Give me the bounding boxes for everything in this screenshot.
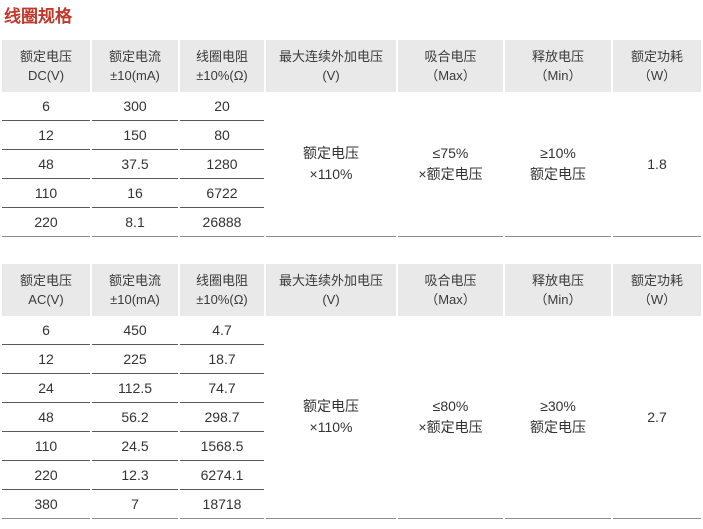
ac-header-max-applied-voltage: 最大连续外加电压 (V) — [266, 264, 396, 316]
dc-row-220v: 220 8.1 26888 — [2, 208, 701, 237]
data-cell: 18718 — [180, 490, 264, 519]
data-cell: 56.2 — [92, 403, 178, 432]
page-title: 线圈规格 — [4, 7, 72, 26]
dc-header-rated-power: 额定功耗 （W） — [613, 40, 701, 92]
ac-coil-spec-table: 额定电压 AC(V) 额定电流 ±10(mA) 线圈电阻 ±10%(Ω) 最大连续外加… — [0, 264, 703, 519]
data-cell: 80 — [180, 121, 264, 150]
ac-row-380v: 380 7 18718 — [2, 490, 701, 519]
ac-header-rated-power: 额定功耗 （W） — [613, 264, 701, 316]
dc-header-max-applied-voltage: 最大连续外加电压 (V) — [266, 40, 396, 92]
data-cell: 1280 — [180, 150, 264, 179]
data-cell: 6 — [2, 316, 90, 345]
ac-max-applied-voltage-cell: 额定电压 ×110% — [266, 316, 396, 519]
dc-header-rated-voltage: 额定电压 DC(V) — [2, 40, 90, 92]
ac-row-220v: 220 12.3 6274.1 — [2, 461, 701, 490]
data-cell: 450 — [92, 316, 178, 345]
dc-coil-spec-table: 额定电压 DC(V) 额定电流 ±10(mA) 线圈电阻 ±10%(Ω) 最大连续外加… — [0, 40, 703, 237]
data-cell: 6722 — [180, 179, 264, 208]
ac-header-coil-resistance: 线圈电阻 ±10%(Ω) — [180, 264, 264, 316]
ac-row-12v: 12 225 18.7 — [2, 345, 701, 374]
data-cell: 8.1 — [92, 208, 178, 237]
data-cell: 12 — [2, 345, 90, 374]
ac-header-rated-voltage: 额定电压 AC(V) — [2, 264, 90, 316]
data-cell: 6 — [2, 92, 90, 121]
data-cell: 7 — [92, 490, 178, 519]
data-cell: 24 — [2, 374, 90, 403]
data-cell: 220 — [2, 461, 90, 490]
data-cell: 12.3 — [92, 461, 178, 490]
data-cell: 18.7 — [180, 345, 264, 374]
data-cell: 16 — [92, 179, 178, 208]
ac-dropout-voltage-cell: ≥30% 额定电压 — [505, 316, 611, 519]
data-cell: 220 — [2, 208, 90, 237]
data-cell: 300 — [92, 92, 178, 121]
data-cell: 380 — [2, 490, 90, 519]
data-cell: 110 — [2, 179, 90, 208]
dc-header-pickup-voltage: 吸合电压 （Max） — [398, 40, 503, 92]
data-cell: 298.7 — [180, 403, 264, 432]
data-cell: 48 — [2, 150, 90, 179]
data-cell: 74.7 — [180, 374, 264, 403]
ac-header-row: 额定电压 AC(V) 额定电流 ±10(mA) 线圈电阻 ±10%(Ω) 最大连续外加… — [2, 264, 701, 316]
data-cell: 112.5 — [92, 374, 178, 403]
data-cell: 4.7 — [180, 316, 264, 345]
dc-header-rated-current: 额定电流 ±10(mA) — [92, 40, 178, 92]
dc-dropout-voltage-cell: ≥10% 额定电压 — [505, 92, 611, 237]
ac-row-6v: 6 450 4.7 额定电压 ×110% ≤80% ×额定电压 ≥30% 额定电压 2… — [2, 316, 701, 519]
dc-rated-power-cell: 1.8 — [613, 92, 701, 237]
data-cell: 26888 — [180, 208, 264, 237]
dc-row-12v: 12 150 80 — [2, 121, 701, 150]
ac-row-24v: 24 112.5 74.7 — [2, 374, 701, 403]
ac-row-110v: 110 24.5 1568.5 — [2, 432, 701, 461]
dc-pickup-voltage-cell: ≤75% ×额定电压 — [398, 92, 503, 237]
ac-rated-power-cell: 2.7 — [613, 316, 701, 519]
ac-header-dropout-voltage: 释放电压 （Min） — [505, 264, 611, 316]
ac-pickup-voltage-cell: ≤80% ×额定电压 — [398, 316, 503, 519]
dc-row-48v: 48 37.5 1280 — [2, 150, 701, 179]
dc-header-row: 额定电压 DC(V) 额定电流 ±10(mA) 线圈电阻 ±10%(Ω) 最大连续外加… — [2, 40, 701, 92]
data-cell: 150 — [92, 121, 178, 150]
data-cell: 6274.1 — [180, 461, 264, 490]
data-cell: 24.5 — [92, 432, 178, 461]
data-cell: 12 — [2, 121, 90, 150]
data-cell: 1568.5 — [180, 432, 264, 461]
data-cell: 20 — [180, 92, 264, 121]
dc-header-dropout-voltage: 释放电压 （Min） — [505, 40, 611, 92]
data-cell: 110 — [2, 432, 90, 461]
dc-header-coil-resistance: 线圈电阻 ±10%(Ω) — [180, 40, 264, 92]
data-cell: 48 — [2, 403, 90, 432]
dc-max-applied-voltage-cell: 额定电压 ×110% — [266, 92, 396, 237]
data-cell: 225 — [92, 345, 178, 374]
data-cell: 37.5 — [92, 150, 178, 179]
dc-row-6v: 6 300 20 额定电压 ×110% ≤75% ×额定电压 ≥10% 额定电压 1.… — [2, 92, 701, 237]
ac-header-pickup-voltage: 吸合电压 （Max） — [398, 264, 503, 316]
ac-header-rated-current: 额定电流 ±10(mA) — [92, 264, 178, 316]
ac-row-48v: 48 56.2 298.7 — [2, 403, 701, 432]
dc-row-110v: 110 16 6722 — [2, 179, 701, 208]
